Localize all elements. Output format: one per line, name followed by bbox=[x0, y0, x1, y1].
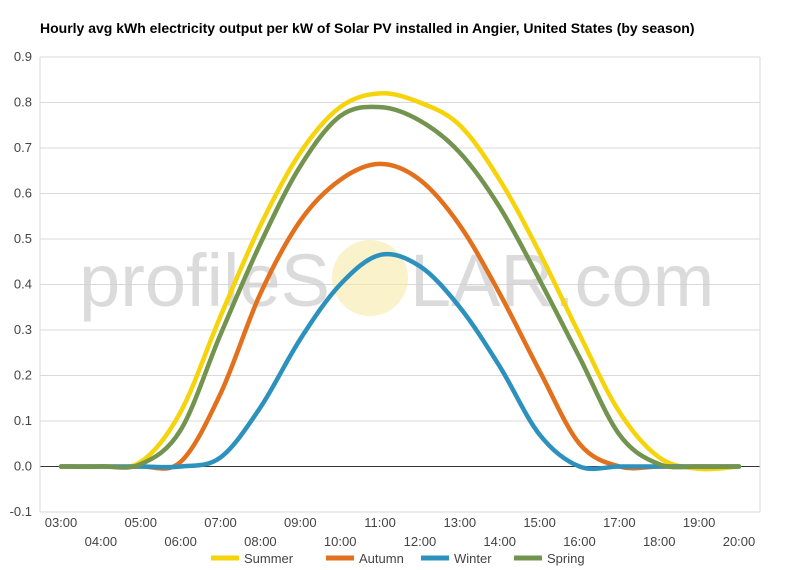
series-line-summer[interactable] bbox=[58, 91, 742, 472]
y-tick-label: 0.9 bbox=[14, 49, 32, 64]
x-tick-label: 19:00 bbox=[683, 515, 716, 530]
legend-label-winter[interactable]: Winter bbox=[454, 551, 492, 566]
y-tick-label: 0.4 bbox=[14, 277, 32, 292]
x-tick-label: 08:00 bbox=[244, 534, 277, 549]
y-tick-label: 0.2 bbox=[14, 368, 32, 383]
y-tick-label: 0.7 bbox=[14, 140, 32, 155]
x-tick-label: 15:00 bbox=[523, 515, 556, 530]
x-tick-label: 09:00 bbox=[284, 515, 317, 530]
x-tick-label: 18:00 bbox=[643, 534, 676, 549]
x-tick-label: 05:00 bbox=[124, 515, 157, 530]
x-tick-label: 06:00 bbox=[164, 534, 197, 549]
watermark-text-left: profileS bbox=[79, 239, 330, 322]
y-tick-label: 0.8 bbox=[14, 95, 32, 110]
y-tick-label: 0.5 bbox=[14, 231, 32, 246]
x-tick-label: 10:00 bbox=[324, 534, 357, 549]
x-tick-label: 03:00 bbox=[45, 515, 78, 530]
x-tick-label: 11:00 bbox=[364, 515, 396, 530]
series-line-winter[interactable] bbox=[58, 251, 742, 472]
y-tick-label: 0.3 bbox=[14, 322, 32, 337]
watermark: profileS LAR.com bbox=[79, 239, 714, 322]
series-lines bbox=[58, 91, 742, 472]
y-axis-ticks: -0.1 0.0 0.1 0.2 0.3 0.4 0.5 0.6 0.7 0.8 0.9 bbox=[10, 49, 32, 519]
y-tick-label: 0.6 bbox=[14, 186, 32, 201]
x-tick-label: 17:00 bbox=[603, 515, 636, 530]
watermark-sun-icon bbox=[332, 240, 408, 316]
x-tick-label: 14:00 bbox=[483, 534, 516, 549]
y-tick-label: 0.1 bbox=[14, 413, 32, 428]
series-line-spring[interactable] bbox=[58, 104, 742, 470]
legend-label-autumn[interactable]: Autumn bbox=[359, 551, 404, 566]
x-tick-label: 13:00 bbox=[444, 515, 477, 530]
x-tick-label: 12:00 bbox=[404, 534, 437, 549]
y-tick-label: -0.1 bbox=[10, 504, 32, 519]
legend-label-spring[interactable]: Spring bbox=[547, 551, 585, 566]
chart-title: Hourly avg kWh electricity output per kW… bbox=[40, 20, 695, 36]
y-tick-label: 0.0 bbox=[14, 459, 32, 474]
legend[interactable]: Summer Autumn Winter Spring bbox=[211, 551, 585, 566]
x-axis-ticks: 03:00 04:00 05:00 06:00 07:00 08:00 09:00 10:00… bbox=[45, 515, 756, 549]
legend-label-summer[interactable]: Summer bbox=[244, 551, 294, 566]
watermark-text-right: LAR.com bbox=[410, 239, 714, 322]
x-tick-label: 04:00 bbox=[85, 534, 118, 549]
x-tick-label: 20:00 bbox=[723, 534, 756, 549]
x-tick-label: 07:00 bbox=[204, 515, 237, 530]
x-tick-label: 16:00 bbox=[563, 534, 596, 549]
